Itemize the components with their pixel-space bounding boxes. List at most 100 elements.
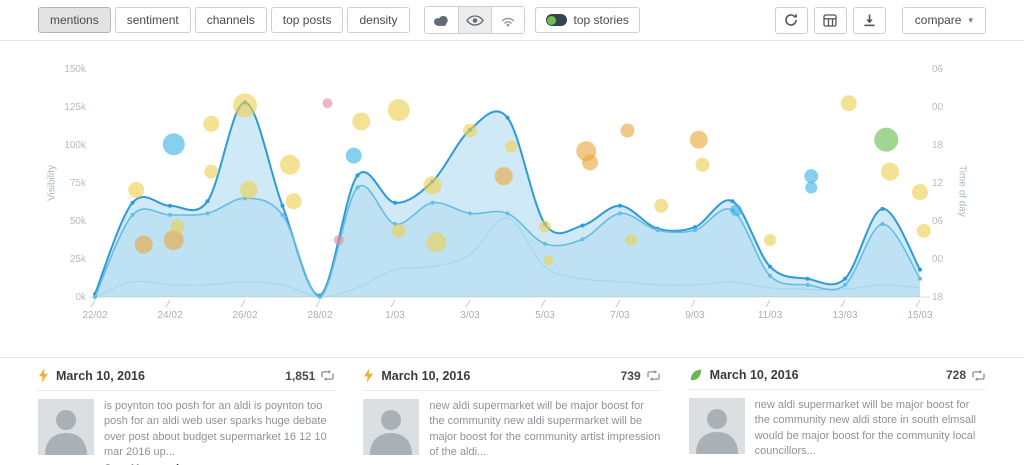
series-marker [505,211,510,216]
chart-section: Visibility Time of day 150k 125k 100k 75k 50… [0,41,1024,357]
story-bubble-yellow [505,140,518,153]
toggle-icon [545,14,567,26]
story-bubble-blue [805,181,818,194]
x-tick-mark [165,299,171,308]
series-marker [805,282,810,287]
story-card: March 10, 2016 728 [688,368,986,465]
story-bubble-orange [163,230,184,250]
cloud-view-button[interactable] [424,7,458,33]
series-marker [580,223,585,228]
tab-sentiment[interactable]: sentiment [114,7,191,33]
leaf-icon [689,368,703,382]
series-marker [880,206,885,211]
x-axis-tick: 9/03 [685,310,705,321]
signal-icon [500,14,516,27]
y-axis-tick-right: 18 [932,292,944,303]
series-area-visibility-main [95,102,920,297]
y-axis-tick-right: 12 [932,178,944,189]
series-marker [655,228,660,233]
download-button[interactable] [852,6,886,34]
x-tick-mark [390,299,396,308]
eye-view-button[interactable] [457,7,491,33]
story-date: March 10, 2016 [56,368,145,383]
story-bubble-yellow [654,198,669,213]
toolbar-actions: compare ▾ [774,6,986,34]
story-bubble-yellow [387,99,410,122]
y-axis-tick-left: 75k [70,178,87,189]
story-bubble-yellow [881,162,899,181]
series-marker [730,199,735,204]
story-card-body: is poynton too posh for an aldi is poynt… [38,399,335,465]
series-marker [355,173,360,178]
series-marker [843,276,847,281]
y-axis-label-time-of-day: Time of day [956,165,968,217]
tab-top-posts[interactable]: top posts [270,7,344,33]
mentions-visibility-chart[interactable]: 150k 125k 100k 75k 50k 25k 0k 06 00 18 12 06 00 18 22/… [0,41,1024,357]
story-bubble-orange [134,235,153,254]
story-date: March 10, 2016 [709,368,799,382]
story-bubble-yellow [423,176,442,195]
story-bubble-green [874,127,899,152]
story-bubble-yellow [280,154,300,175]
view-tabs: mentions sentiment channels top posts de… [38,7,410,33]
story-author: Sam Yarwood [104,464,335,465]
story-bubble-yellow [426,232,447,253]
compare-button[interactable]: compare ▾ [901,6,986,34]
tab-density[interactable]: density [347,7,410,33]
story-bubble-orange [582,154,598,171]
top-stories-section: March 10, 2016 1,851 [0,357,1024,465]
x-axis-tick: 1/03 [385,310,405,321]
story-bubble-orange [494,167,513,186]
series-marker [618,211,622,216]
series-marker [468,211,472,216]
x-axis-tick: 7/03 [610,310,630,321]
series-marker [618,203,622,208]
story-bubble-yellow [233,93,257,118]
series-marker [393,200,397,205]
refresh-button[interactable] [774,6,808,34]
story-bubble-blue [804,169,819,184]
story-text[interactable]: new aldi supermarket will be major boost… [429,400,661,459]
retweet-icon [646,370,661,381]
series-marker [693,228,697,233]
cloud-icon [432,14,450,27]
x-axis-tick: 15/03 [907,310,932,321]
tab-channels[interactable]: channels [194,7,267,33]
x-tick-mark [240,299,246,308]
x-tick-mark [465,299,471,308]
series-marker [918,276,922,281]
chevron-down-icon: ▾ [968,14,973,25]
tab-mentions[interactable]: mentions [38,7,111,33]
series-marker [93,295,97,299]
series-line-visibility-main [94,101,921,297]
story-date: March 10, 2016 [381,368,471,383]
story-text[interactable]: is poynton too posh for an aldi is poynt… [104,400,327,459]
avatar [363,399,420,455]
story-card-body: new aldi supermarket will be major boost… [363,399,660,461]
x-tick-mark [540,299,546,308]
series-marker [580,237,585,242]
retweet-count: 728 [946,368,986,382]
story-card-header: March 10, 2016 739 [363,368,661,391]
y-axis-tick-left: 125k [64,102,87,113]
x-tick-mark [690,299,696,308]
chart-view-switcher [423,6,525,34]
story-bubble-orange [620,123,635,138]
retweet-icon [971,369,986,381]
top-stories-toggle[interactable]: top stories [534,7,640,33]
story-bubble-pink [322,98,333,109]
x-axis-tick: 5/03 [535,310,555,321]
signal-view-button[interactable] [490,7,524,33]
x-tick-mark [840,299,846,308]
series-marker [880,222,885,227]
series-marker [843,282,847,287]
calendar-button[interactable] [813,6,847,34]
x-axis-tick: 3/03 [460,310,480,321]
story-bubble-yellow [543,255,554,266]
story-bubble-yellow [912,184,928,201]
series-marker [318,295,322,299]
series-line-visibility-secondary [94,184,921,298]
avatar [688,398,745,454]
story-bubble-yellow [463,123,477,138]
story-text[interactable]: new aldi supermarket will be major boost… [754,399,976,458]
